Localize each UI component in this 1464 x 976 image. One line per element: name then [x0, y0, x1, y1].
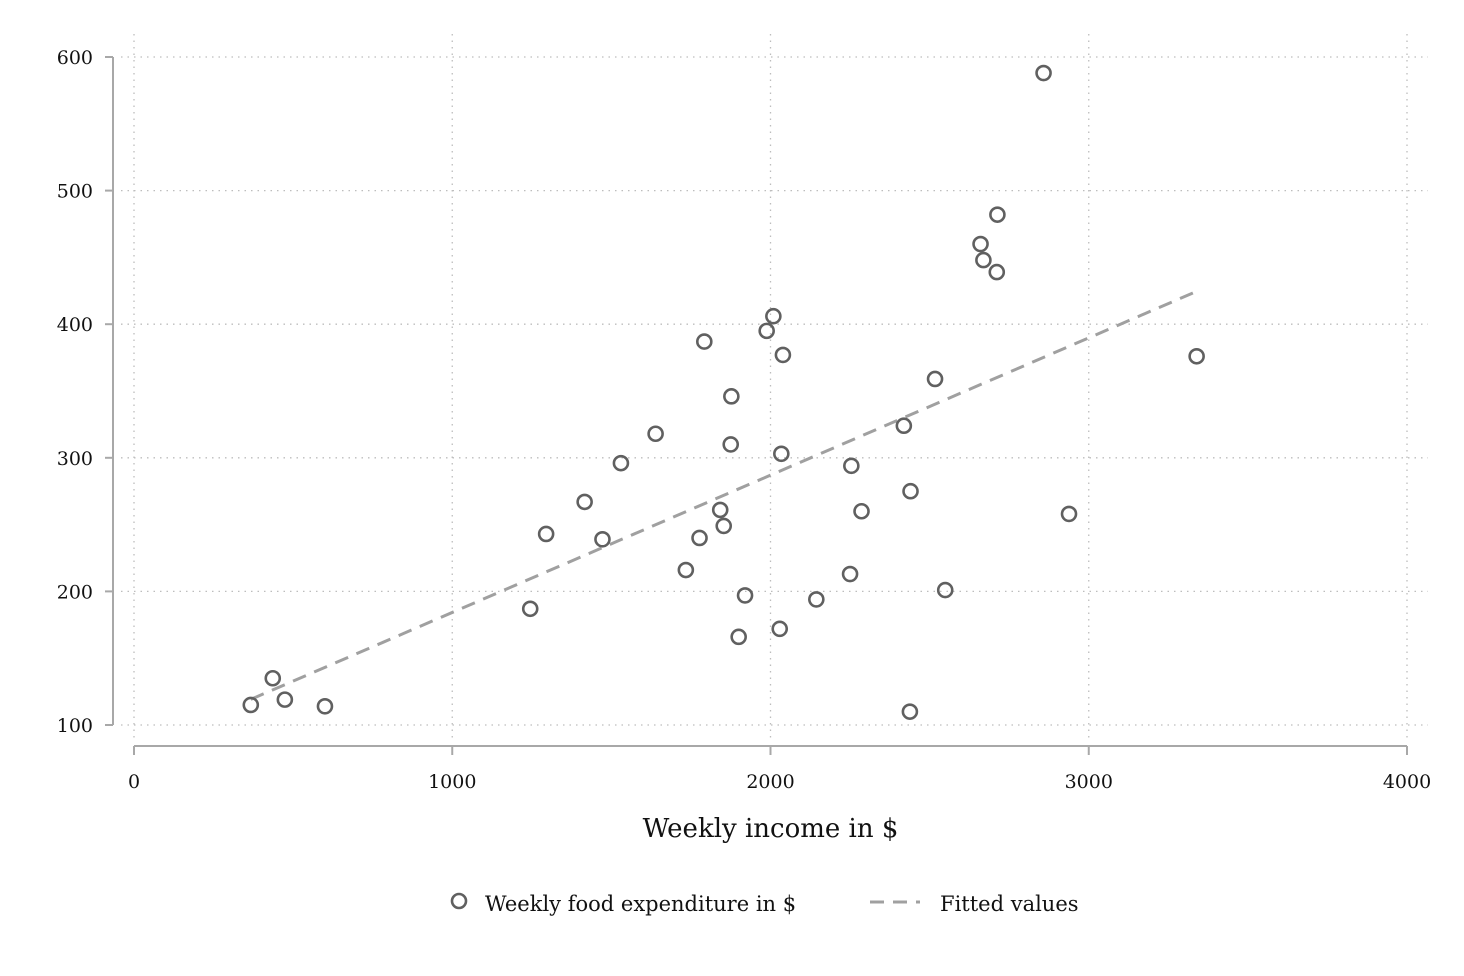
- data-point-31: [926, 370, 944, 388]
- data-point-24: [808, 591, 825, 608]
- data-point-29: [901, 703, 919, 720]
- data-point-13: [711, 501, 729, 519]
- legend-marker-food-expenditure: [450, 892, 468, 910]
- x-tick-label-4000: 4000: [1383, 771, 1431, 793]
- data-point-33: [972, 235, 989, 253]
- y-tick-label-200: 200: [57, 581, 93, 603]
- data-point-36: [989, 206, 1006, 223]
- y-tick-label-500: 500: [57, 181, 93, 203]
- data-point-2: [276, 691, 294, 708]
- data-point-4: [521, 600, 539, 618]
- data-point-19: [758, 322, 775, 340]
- y-tick-label-400: 400: [57, 314, 93, 336]
- x-axis-title: Weekly income in $: [643, 814, 899, 844]
- legend-label-fitted-values: Fitted values: [940, 892, 1079, 916]
- fitted-values-series: [250, 289, 1198, 701]
- data-point-21: [771, 620, 789, 638]
- y-tick-label-600: 600: [57, 47, 93, 69]
- data-point-30: [902, 482, 919, 500]
- data-point-16: [723, 388, 740, 405]
- legend-label-food-expenditure: Weekly food expenditure in $: [485, 892, 796, 916]
- data-point-7: [594, 530, 611, 548]
- x-tick-label-1000: 1000: [428, 771, 476, 793]
- legend: Weekly food expenditure in $ Fitted valu…: [450, 892, 1079, 916]
- data-point-25: [841, 565, 859, 583]
- fitted-values-line: [250, 289, 1198, 701]
- data-point-12: [696, 333, 713, 350]
- data-point-0: [242, 696, 260, 714]
- y-tick-label-300: 300: [57, 448, 93, 470]
- data-point-15: [722, 436, 740, 453]
- gridlines: [121, 34, 1428, 738]
- data-point-6: [576, 493, 593, 511]
- data-point-26: [843, 457, 860, 475]
- data-point-27: [853, 502, 870, 520]
- data-point-22: [773, 445, 790, 463]
- data-point-28: [895, 417, 913, 435]
- x-tick-label-0: 0: [128, 771, 140, 793]
- data-point-37: [1035, 64, 1052, 82]
- data-point-38: [1060, 505, 1078, 523]
- data-point-10: [677, 561, 695, 579]
- data-point-8: [612, 454, 630, 472]
- data-point-18: [736, 587, 754, 604]
- data-point-3: [316, 697, 334, 715]
- data-point-11: [691, 529, 708, 547]
- data-point-17: [730, 628, 747, 646]
- data-point-1: [264, 669, 282, 687]
- data-point-34: [975, 251, 992, 269]
- axes: 100 200 300 400 500 600 0 1000 2000 3000 4000: [57, 47, 1431, 793]
- x-tick-label-2000: 2000: [746, 771, 794, 793]
- x-tick-label-3000: 3000: [1065, 771, 1113, 793]
- data-point-5: [537, 525, 555, 543]
- data-point-20: [765, 307, 782, 325]
- scatter-series: [242, 64, 1205, 720]
- data-point-14: [715, 517, 733, 535]
- data-point-9: [647, 425, 664, 443]
- y-tick-label-100: 100: [57, 715, 93, 737]
- data-point-32: [936, 581, 954, 599]
- data-point-35: [988, 263, 1006, 281]
- data-point-23: [774, 346, 792, 364]
- data-point-39: [1188, 347, 1205, 365]
